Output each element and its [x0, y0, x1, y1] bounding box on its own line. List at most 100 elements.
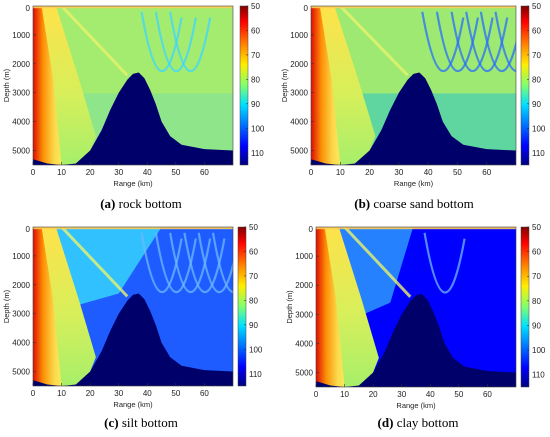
x-tick-label: 60	[200, 389, 209, 398]
x-tick-label: 30	[397, 390, 406, 399]
x-tick-label: 30	[114, 168, 123, 177]
axes-frame	[32, 226, 234, 387]
colorbar-tick-label: 80	[532, 75, 541, 84]
y-tick-label: 1000	[12, 31, 30, 40]
x-tick-label: 50	[171, 389, 180, 398]
panel-caption: (d) clay bottom	[378, 415, 459, 430]
ray-arc	[140, 11, 183, 73]
ray-arc	[450, 11, 494, 73]
x-tick-label: 20	[365, 168, 374, 177]
panel-silt: 1000 2000 3000 4000 5000 0 0 10 20 30 40 50 60 Range …	[2, 223, 263, 430]
colorbar-tick-label: 70	[251, 51, 260, 60]
x-tick-label: 0	[31, 168, 36, 177]
colorbar-tick-label: 100	[532, 124, 546, 133]
y-tick-label: 4000	[295, 339, 313, 348]
y-tick-label: 1000	[12, 252, 30, 261]
heatmap-area	[33, 6, 233, 165]
colorbar	[520, 5, 530, 166]
colorbar-tick-label: 80	[532, 297, 541, 306]
y-axis-label: Depth (m)	[2, 289, 11, 323]
x-tick-label: 50	[453, 168, 462, 177]
x-tick-label: 10	[57, 168, 66, 177]
y-tick-label: 0	[26, 225, 31, 234]
ray-arc	[423, 232, 466, 294]
y-tick-label: 4000	[290, 118, 308, 127]
x-axis-label: Range (km)	[394, 179, 434, 188]
ray-arc	[211, 232, 233, 293]
seabed-seamount	[33, 72, 233, 165]
caption-label: (c)	[104, 415, 118, 430]
x-tick-label: 60	[200, 168, 209, 177]
colorbar-tick-label: 50	[249, 223, 258, 232]
x-axis-label: Range (km)	[113, 179, 153, 188]
x-tick-label: 60	[483, 390, 492, 399]
colorbar	[520, 226, 530, 388]
colorbar-tick-label: 90	[251, 100, 260, 109]
colorbar-tick-label: 50	[532, 223, 541, 232]
ray-arc	[169, 11, 212, 73]
y-tick-label: 4000	[12, 118, 30, 127]
y-axis-label: Depth (m)	[280, 68, 289, 102]
colorbar-tick-label: 110	[532, 149, 545, 158]
ray-arc	[154, 11, 197, 73]
y-tick-label: 0	[304, 4, 309, 13]
colorbar-tick-label: 80	[249, 296, 258, 305]
ray-arc	[197, 232, 233, 294]
y-tick-label: 5000	[295, 368, 313, 377]
axes-frame	[310, 5, 517, 166]
source-zone	[311, 6, 341, 165]
colorbar-tick-label: 60	[532, 26, 541, 35]
source-zone	[33, 227, 62, 386]
panel-caption: (a) rock bottom	[100, 196, 182, 211]
y-tick-label: 2000	[290, 60, 308, 69]
heatmap-area	[316, 227, 516, 387]
x-axis-label: Range (km)	[113, 400, 153, 409]
x-tick-label: 20	[369, 390, 378, 399]
panel-clay: 1000 2000 3000 4000 5000 0 0 10 20 30 40 50 60 Range …	[285, 223, 546, 430]
y-tick-label: 2000	[12, 281, 30, 290]
colorbar-tick-label: 100	[532, 346, 546, 355]
colorbar-tick-label: 110	[251, 149, 264, 158]
x-tick-label: 0	[309, 168, 314, 177]
source-zone	[33, 6, 62, 165]
colorbar-tick-label: 50	[532, 2, 541, 11]
colorbar-tick-label: 70	[532, 272, 541, 281]
heatmap-area	[33, 227, 233, 386]
y-tick-label: 1000	[295, 252, 313, 261]
caption-text: silt bottom	[119, 415, 178, 430]
colorbar-tick-label: 100	[249, 345, 263, 354]
y-tick-label: 5000	[12, 368, 30, 377]
caption-text: clay bottom	[393, 415, 458, 430]
ray-arc	[494, 11, 516, 72]
y-axis-label: Depth (m)	[285, 290, 294, 324]
y-tick-label: 4000	[12, 339, 30, 348]
ray-arc	[465, 11, 509, 73]
x-tick-label: 20	[86, 389, 95, 398]
colorbar-tick-label: 50	[251, 2, 260, 11]
y-tick-label: 2000	[12, 60, 30, 69]
colorbar-tick-label: 100	[251, 124, 265, 133]
caption-text: coarse sand bottom	[370, 196, 474, 211]
ray-arc	[154, 232, 197, 294]
colorbar-tick-label: 110	[249, 370, 262, 379]
caption-label: (d)	[378, 415, 394, 430]
y-tick-label: 5000	[290, 147, 308, 156]
colorbar-tick-label: 90	[532, 321, 541, 330]
y-tick-label: 0	[309, 225, 314, 234]
ray-arc	[183, 232, 226, 294]
colorbar-tick-label: 60	[249, 247, 258, 256]
y-tick-label: 5000	[12, 147, 30, 156]
ray-arc	[435, 11, 480, 73]
x-tick-label: 10	[57, 389, 66, 398]
x-tick-label: 20	[86, 168, 95, 177]
panel-sand: 1000 2000 3000 4000 5000 0 0 10 20 30 40 50 60 Range …	[280, 2, 546, 211]
seabed-seamount	[316, 293, 516, 387]
seabed-seamount	[311, 72, 516, 165]
colorbar-tick-label: 90	[249, 321, 258, 330]
seabed-seamount	[33, 293, 233, 386]
x-tick-label: 40	[143, 168, 152, 177]
ray-arc	[421, 11, 465, 73]
caption-label: (a)	[100, 196, 115, 211]
colorbar-tick-label: 70	[249, 272, 258, 281]
